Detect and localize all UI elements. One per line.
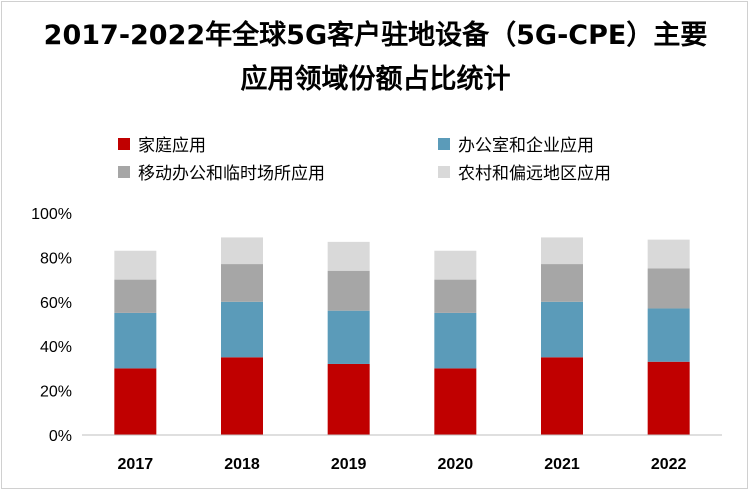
x-tick-label: 2020	[438, 456, 474, 473]
bar-segment-2017-2	[114, 279, 157, 313]
legend-item-mobile: 移动办公和临时场所应用	[118, 159, 325, 184]
legend-label-office: 办公室和企业应用	[458, 136, 594, 156]
x-tick-label: 2019	[331, 456, 367, 473]
bar-segment-2019-3	[327, 241, 370, 271]
bar-segment-2020-1	[434, 312, 477, 369]
legend-item-office: 办公室和企业应用	[438, 131, 594, 156]
bar-segment-2022-2	[647, 268, 690, 309]
bar-segment-2021-0	[541, 357, 583, 435]
bar-segment-2021-3	[541, 237, 583, 265]
x-axis: 2017 2018 2019 2020 2021 2022	[82, 434, 722, 473]
y-tick-label: 60%	[40, 295, 72, 312]
bar-segment-2019-1	[327, 310, 370, 364]
y-tick-label: 40%	[40, 339, 72, 356]
bar-segment-2018-1	[221, 301, 263, 358]
legend-swatch-mobile	[118, 165, 130, 178]
y-axis: 0% 20% 40% 60% 80% 100%	[31, 206, 72, 445]
bars	[114, 237, 690, 435]
chart-title-line-1: 2017-2022年全球5G客户驻地设备（5G-CPE）主要	[43, 20, 708, 51]
bar-segment-2022-0	[647, 361, 690, 435]
y-tick-label: 0%	[49, 428, 72, 445]
legend-swatch-home	[118, 137, 130, 150]
legend-item-home: 家庭应用	[118, 131, 206, 156]
bar-segment-2017-1	[114, 312, 157, 369]
y-tick-label: 20%	[40, 384, 72, 401]
bar-segment-2019-2	[327, 270, 370, 311]
bar-segment-2020-0	[434, 368, 477, 435]
legend-label-rural: 农村和偏远地区应用	[458, 164, 611, 184]
y-tick-label: 80%	[40, 250, 72, 267]
legend-swatch-rural	[438, 165, 450, 178]
x-tick-label: 2017	[118, 456, 154, 473]
bar-segment-2018-3	[221, 237, 263, 265]
legend-label-mobile: 移动办公和临时场所应用	[138, 164, 325, 184]
bar-segment-2022-1	[647, 308, 690, 362]
x-tick-label: 2018	[224, 456, 260, 473]
y-tick-label: 100%	[31, 206, 72, 223]
bar-segment-2018-0	[221, 357, 263, 435]
bar-segment-2020-3	[434, 250, 477, 280]
legend-swatch-office	[438, 137, 450, 150]
x-tick-label: 2022	[651, 456, 687, 473]
bar-segment-2018-2	[221, 264, 263, 302]
bar-segment-2021-1	[541, 301, 583, 358]
bar-segment-2017-0	[114, 368, 157, 435]
x-tick-label: 2021	[544, 456, 580, 473]
bar-segment-2019-0	[327, 363, 370, 435]
bar-segment-2020-2	[434, 279, 477, 313]
chart-title-line-2: 应用领域份额占比统计	[240, 64, 511, 95]
bar-segment-2022-3	[647, 239, 690, 269]
legend-item-rural: 农村和偏远地区应用	[438, 159, 611, 184]
legend-label-home: 家庭应用	[138, 136, 206, 156]
bar-segment-2021-2	[541, 264, 583, 302]
chart-title: 2017-2022年全球5G客户驻地设备（5G-CPE）主要 应用领域份额占比统…	[0, 14, 751, 102]
bar-segment-2017-3	[114, 250, 157, 280]
